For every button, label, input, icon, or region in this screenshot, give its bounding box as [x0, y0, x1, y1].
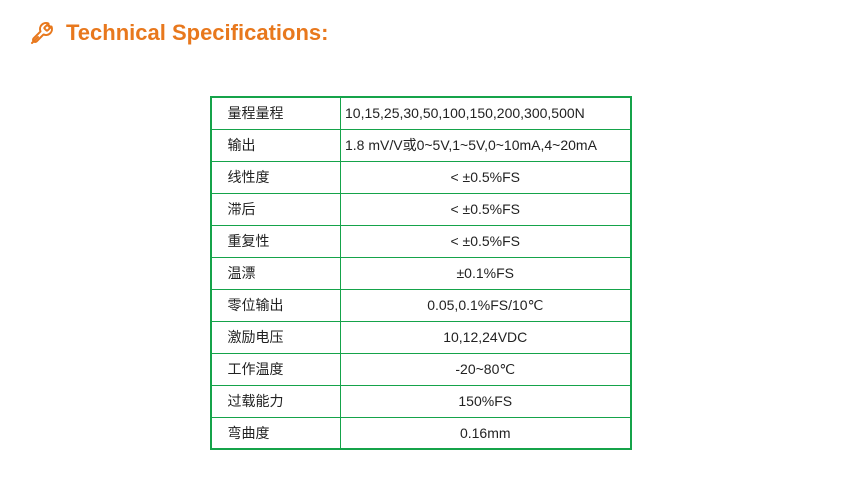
spec-table-wrap: 量程量程 10,15,25,30,50,100,150,200,300,500N… [30, 96, 811, 450]
spec-value: < ±0.5%FS [341, 193, 631, 225]
table-row: 激励电压 10,12,24VDC [211, 321, 631, 353]
table-row: 量程量程 10,15,25,30,50,100,150,200,300,500N [211, 97, 631, 129]
spec-label: 工作温度 [211, 353, 341, 385]
spec-label: 温漂 [211, 257, 341, 289]
spec-value: < ±0.5%FS [341, 161, 631, 193]
spec-label: 激励电压 [211, 321, 341, 353]
spec-value: 10,12,24VDC [341, 321, 631, 353]
table-row: 弯曲度 0.16mm [211, 417, 631, 449]
spec-table: 量程量程 10,15,25,30,50,100,150,200,300,500N… [210, 96, 632, 450]
spec-value: 1.8 mV/V或0~5V,1~5V,0~10mA,4~20mA [341, 129, 631, 161]
table-row: 输出 1.8 mV/V或0~5V,1~5V,0~10mA,4~20mA [211, 129, 631, 161]
spec-label: 过载能力 [211, 385, 341, 417]
table-row: 温漂 ±0.1%FS [211, 257, 631, 289]
section-header: Technical Specifications: [30, 20, 811, 46]
spec-value: 10,15,25,30,50,100,150,200,300,500N [341, 97, 631, 129]
table-row: 工作温度 -20~80℃ [211, 353, 631, 385]
spec-value: < ±0.5%FS [341, 225, 631, 257]
spec-label: 量程量程 [211, 97, 341, 129]
spec-label: 弯曲度 [211, 417, 341, 449]
table-row: 线性度 < ±0.5%FS [211, 161, 631, 193]
spec-label: 线性度 [211, 161, 341, 193]
spec-label: 零位输出 [211, 289, 341, 321]
table-row: 重复性 < ±0.5%FS [211, 225, 631, 257]
tools-icon [30, 21, 54, 45]
spec-value: 150%FS [341, 385, 631, 417]
table-row: 滞后 < ±0.5%FS [211, 193, 631, 225]
spec-value: 0.16mm [341, 417, 631, 449]
spec-value: -20~80℃ [341, 353, 631, 385]
spec-value: ±0.1%FS [341, 257, 631, 289]
spec-table-body: 量程量程 10,15,25,30,50,100,150,200,300,500N… [211, 97, 631, 449]
table-row: 过载能力 150%FS [211, 385, 631, 417]
table-row: 零位输出 0.05,0.1%FS/10℃ [211, 289, 631, 321]
section-title: Technical Specifications: [66, 20, 328, 46]
spec-label: 重复性 [211, 225, 341, 257]
spec-value: 0.05,0.1%FS/10℃ [341, 289, 631, 321]
spec-label: 输出 [211, 129, 341, 161]
spec-label: 滞后 [211, 193, 341, 225]
